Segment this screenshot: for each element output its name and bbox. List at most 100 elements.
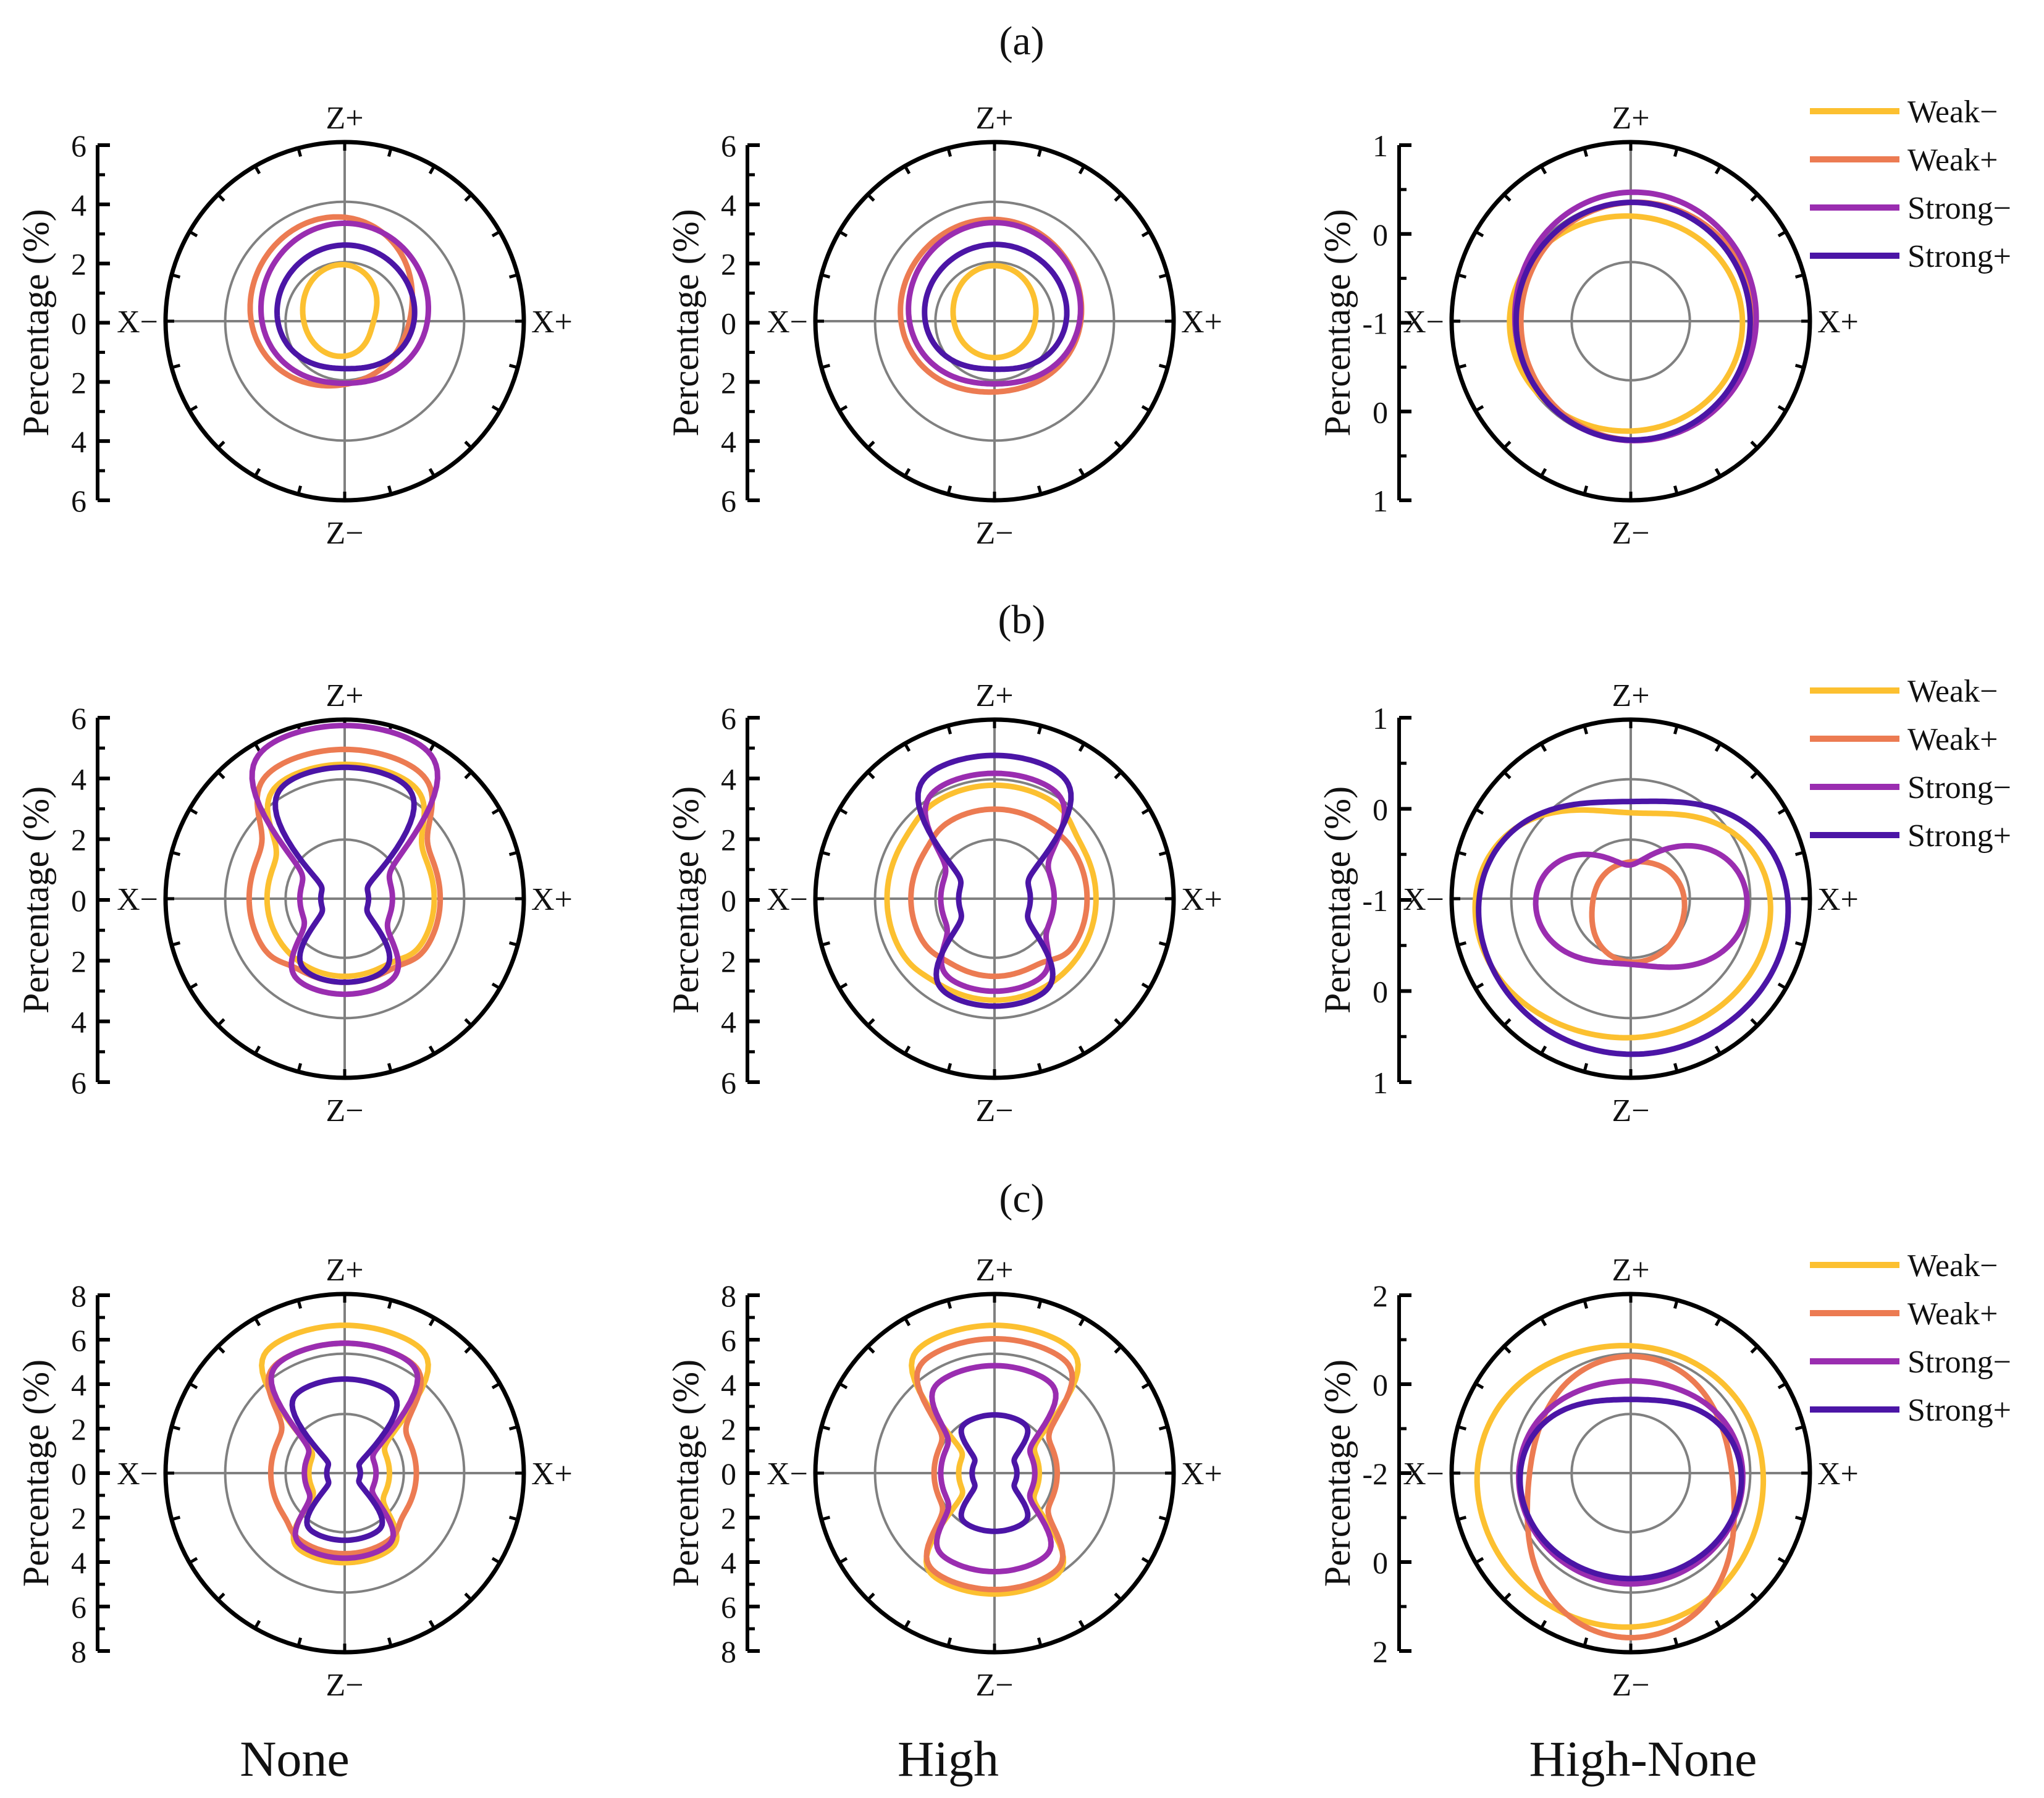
ring-tick [903, 468, 911, 477]
ring-tick [1714, 742, 1722, 752]
ring-tick [1114, 440, 1122, 449]
series-strong-minus [268, 1340, 421, 1561]
y-tick-label: 1 [1373, 1065, 1388, 1100]
ring-tick [188, 405, 198, 413]
series-strong-plus [922, 242, 1070, 372]
ring-tick [1794, 273, 1804, 279]
y-tick-label: 8 [71, 1279, 86, 1313]
direction-label-x-plus: X+ [1181, 882, 1222, 917]
direction-label-z-plus: Z+ [975, 1253, 1013, 1288]
ring-tick [491, 982, 501, 990]
ring-tick [387, 1300, 393, 1309]
ring-tick [1457, 1515, 1467, 1521]
ring-tick [946, 1062, 953, 1072]
ring-tick [253, 1619, 261, 1629]
y-tick-label: 2 [721, 944, 736, 978]
y-tick-label: 6 [721, 484, 736, 518]
ring-tick [1037, 1637, 1043, 1647]
ring-tick [1114, 1018, 1122, 1027]
ring-tick [1673, 1062, 1679, 1072]
panel-title-c: (c) [999, 1176, 1044, 1221]
radar-plot-b-0: Z+ Z− X− X+ 6 4 2 0 2 4 6 Percentage (%) [15, 678, 573, 1128]
ring-tick [1503, 440, 1512, 449]
ring-tick [428, 165, 436, 175]
ring-tick [1037, 1300, 1043, 1309]
y-tick-label: 2 [1373, 1279, 1388, 1313]
radar-plot-a-0: Z+ Z− X− X+ 6 4 2 0 2 4 6 Percentage (%) [15, 101, 573, 551]
ring-tick [297, 148, 303, 158]
direction-label-x-plus: X+ [531, 305, 573, 340]
y-tick-label: 6 [71, 1323, 86, 1358]
series-strong-minus [249, 723, 440, 998]
ring-tick [464, 1345, 473, 1354]
ring-tick [387, 485, 393, 495]
ring-tick [1777, 982, 1787, 990]
ring-tick [867, 193, 875, 202]
ring-tick [946, 725, 953, 735]
ring-tick [297, 1637, 303, 1647]
ring-tick [867, 1592, 875, 1601]
ring-tick [428, 1045, 436, 1055]
ring-tick [903, 742, 911, 752]
y-tick-label: 4 [721, 188, 736, 222]
y-tick-label: 4 [71, 424, 86, 459]
series-strong-plus [289, 1376, 400, 1544]
ring-tick [1750, 440, 1759, 449]
ring-tick [821, 273, 831, 279]
direction-label-z-plus: Z+ [326, 678, 363, 713]
y-axis-title: Percentage (%) [665, 1359, 706, 1587]
ring-tick [1583, 148, 1589, 158]
series-strong-plus [272, 764, 417, 985]
ring-tick [1583, 725, 1589, 735]
ring-tick [171, 1515, 181, 1521]
ring-tick [1457, 273, 1467, 279]
y-tick-label: 2 [71, 1501, 86, 1535]
direction-label-z-minus: Z− [1612, 1668, 1649, 1703]
legend-label: Strong− [1907, 191, 2011, 226]
ring-tick [387, 1062, 393, 1072]
y-tick-label: 4 [71, 188, 86, 222]
ring-tick [1474, 1556, 1484, 1565]
ring-tick [491, 1382, 501, 1390]
ring-tick [188, 1556, 198, 1565]
direction-label-z-plus: Z+ [1612, 101, 1649, 136]
y-tick-label: 1 [1373, 128, 1388, 163]
ring-tick [464, 1018, 473, 1027]
y-tick-label: 0 [71, 1456, 86, 1491]
ring-tick [188, 807, 198, 815]
y-tick-label: 6 [71, 128, 86, 163]
ring-tick [1457, 851, 1467, 857]
y-tick-label: 0 [1373, 217, 1388, 252]
ring-tick [1714, 1045, 1722, 1055]
ring-tick [491, 1556, 501, 1565]
y-tick-label: 6 [71, 1590, 86, 1624]
y-tick-label: 0 [71, 306, 86, 341]
y-tick-label: 6 [721, 701, 736, 736]
ring-tick [217, 193, 225, 202]
series-weak-minus [300, 262, 380, 359]
direction-label-x-plus: X+ [1181, 305, 1222, 340]
ring-tick [491, 807, 501, 815]
ring-tick [1583, 1062, 1589, 1072]
ring-tick [821, 1425, 831, 1431]
direction-label-z-plus: Z+ [1612, 678, 1649, 713]
ring-tick [171, 941, 181, 947]
direction-label-x-minus: X− [117, 1456, 158, 1492]
series-strong-minus [929, 1363, 1059, 1574]
radar-plot-b-1: Z+ Z− X− X+ 6 4 2 0 2 4 6 Percentage (%) [665, 678, 1222, 1128]
ring-tick [508, 363, 518, 369]
series-strong-plus [1476, 798, 1791, 1057]
ring-tick [297, 1300, 303, 1309]
y-axis-title: Percentage (%) [665, 786, 706, 1014]
legend-label: Weak+ [1907, 143, 1998, 178]
ring-tick [1078, 742, 1086, 752]
panel-title-a: (a) [999, 19, 1044, 64]
series-weak-plus [914, 1336, 1075, 1592]
ring-tick [903, 1317, 911, 1327]
ring-tick [1474, 807, 1484, 815]
ring-tick [1539, 1317, 1547, 1327]
direction-label-z-plus: Z+ [975, 678, 1013, 713]
